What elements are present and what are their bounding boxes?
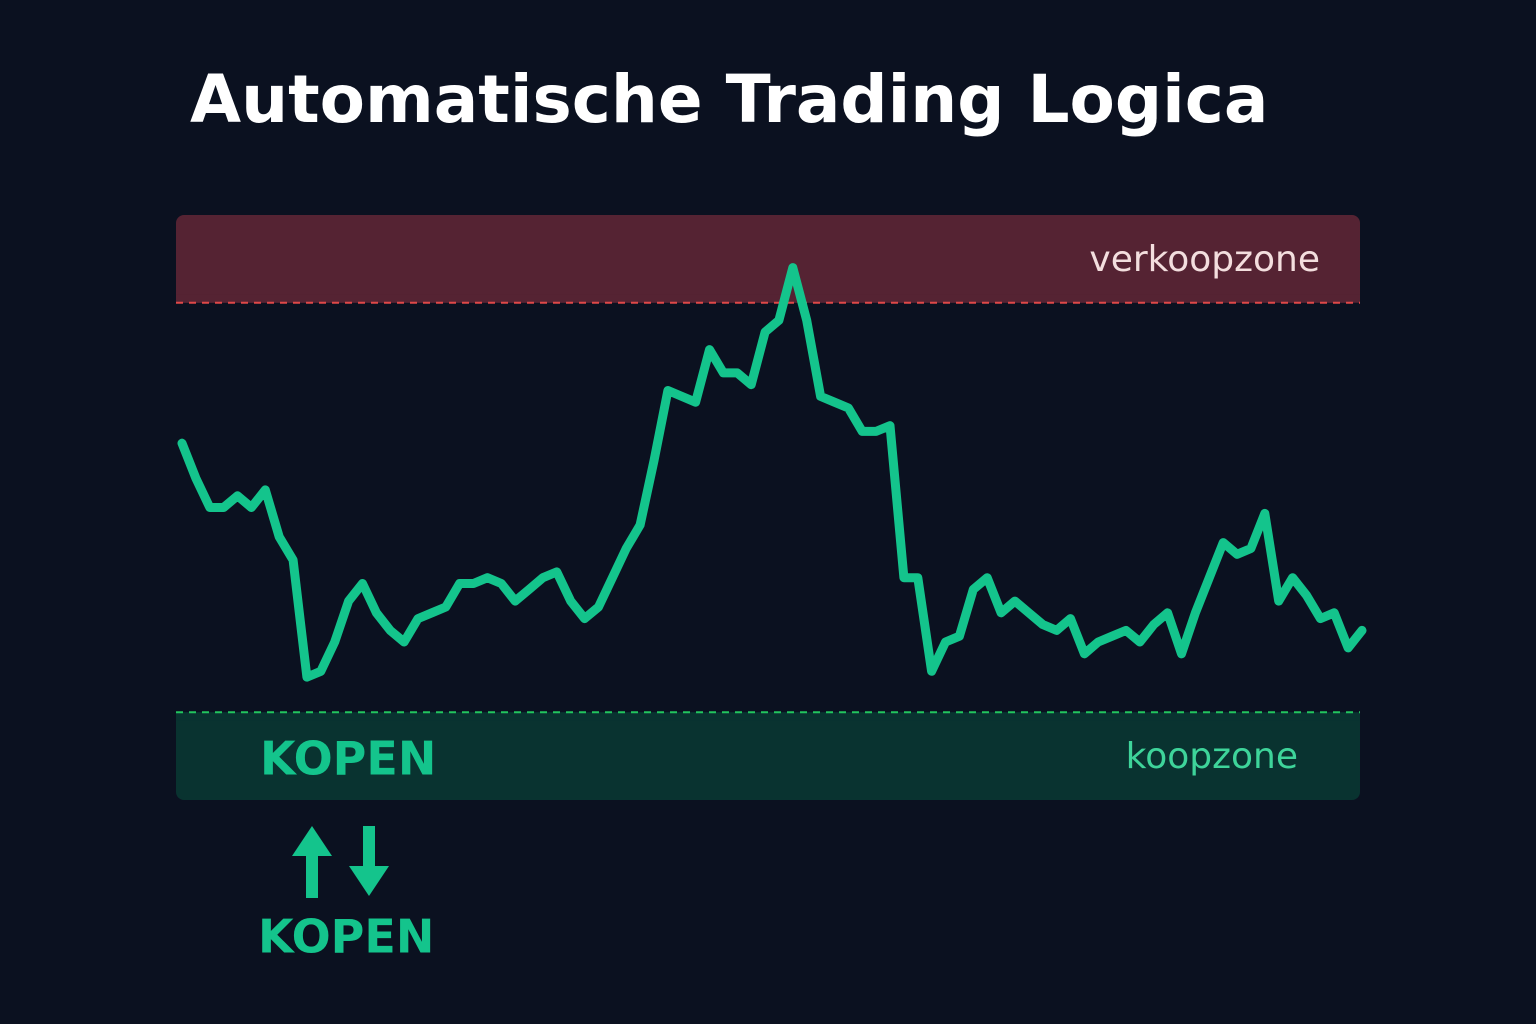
signal-label: KOPEN (258, 910, 434, 964)
buy-zone-label: koopzone (1126, 736, 1298, 777)
buy-zone-fix (176, 712, 1360, 721)
sell-zone-label: verkoopzone (1089, 239, 1320, 280)
plot (177, 263, 1367, 682)
sell-zone-fix (176, 294, 1360, 303)
arrow-up-head (292, 826, 332, 856)
arrow-down-shaft (363, 826, 375, 872)
zones: verkoopzone koopzone KOPEN (176, 215, 1360, 800)
sell-zone (176, 215, 1360, 303)
signal-arrows (292, 826, 389, 898)
arrow-up-shaft (306, 850, 318, 898)
buy-zone (176, 712, 1360, 800)
chart-title: Automatische Trading Logica (190, 61, 1268, 138)
price-line (177, 263, 1367, 682)
arrow-down-head (349, 866, 389, 896)
buy-zone-signal: KOPEN (260, 732, 436, 786)
